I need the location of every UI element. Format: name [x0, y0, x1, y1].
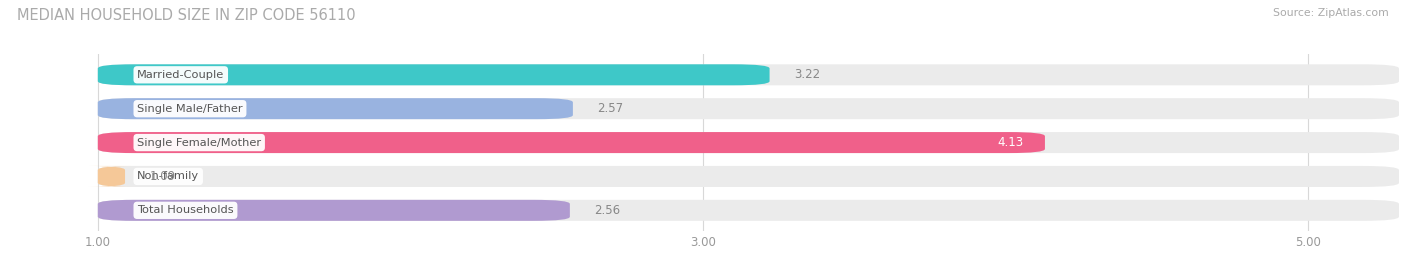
- Text: 4.13: 4.13: [998, 136, 1024, 149]
- Text: Non-family: Non-family: [138, 171, 200, 182]
- Text: Source: ZipAtlas.com: Source: ZipAtlas.com: [1274, 8, 1389, 18]
- FancyBboxPatch shape: [98, 132, 1045, 153]
- Text: 1.09: 1.09: [149, 170, 176, 183]
- FancyBboxPatch shape: [98, 64, 769, 85]
- FancyBboxPatch shape: [89, 166, 134, 187]
- FancyBboxPatch shape: [98, 98, 1399, 119]
- FancyBboxPatch shape: [98, 200, 1399, 221]
- FancyBboxPatch shape: [98, 98, 572, 119]
- Text: Single Male/Father: Single Male/Father: [138, 104, 243, 114]
- Text: Single Female/Mother: Single Female/Mother: [138, 137, 262, 148]
- FancyBboxPatch shape: [98, 166, 1399, 187]
- Text: 3.22: 3.22: [794, 68, 820, 81]
- FancyBboxPatch shape: [98, 200, 569, 221]
- Text: Total Households: Total Households: [138, 205, 233, 215]
- Text: MEDIAN HOUSEHOLD SIZE IN ZIP CODE 56110: MEDIAN HOUSEHOLD SIZE IN ZIP CODE 56110: [17, 8, 356, 23]
- Text: 2.57: 2.57: [598, 102, 623, 115]
- FancyBboxPatch shape: [98, 132, 1399, 153]
- Text: 2.56: 2.56: [595, 204, 620, 217]
- FancyBboxPatch shape: [98, 64, 1399, 85]
- Text: Married-Couple: Married-Couple: [138, 70, 225, 80]
